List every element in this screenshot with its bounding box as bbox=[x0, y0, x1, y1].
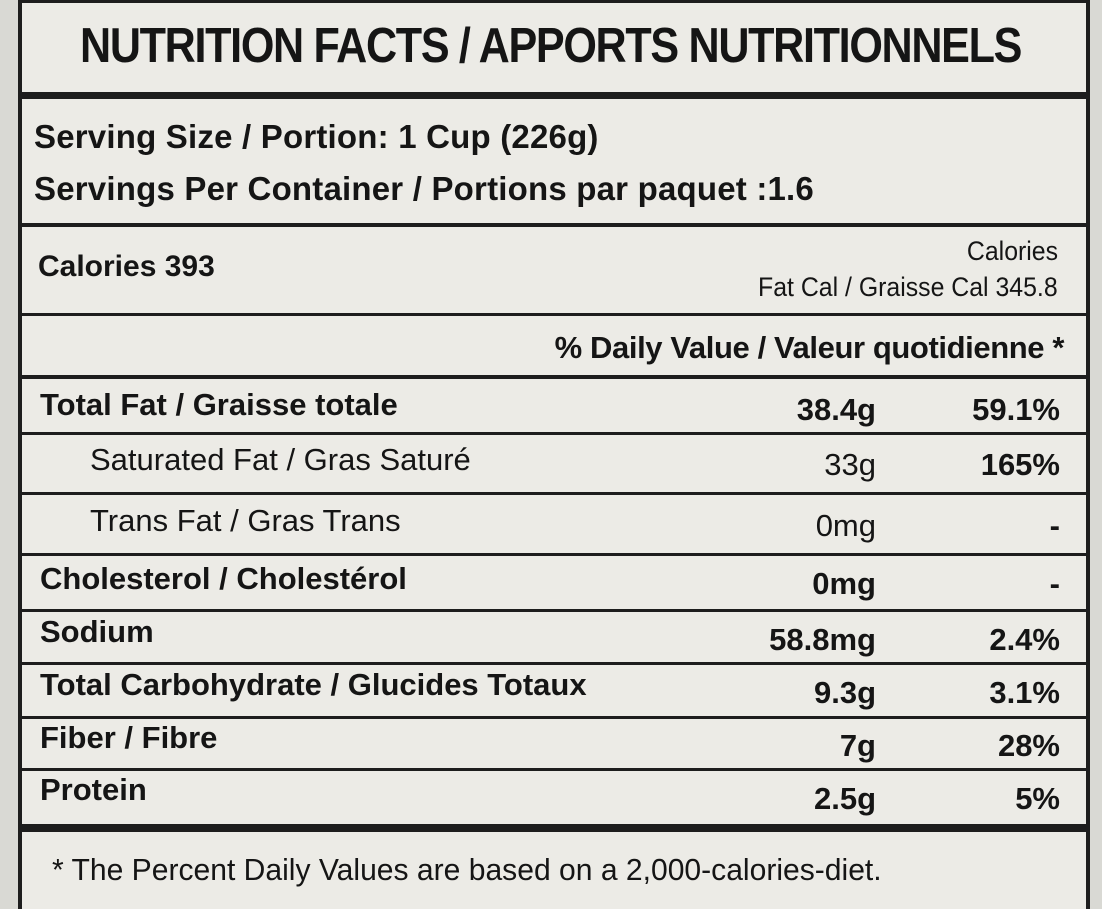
row-divider bbox=[22, 492, 1086, 495]
row-divider bbox=[22, 662, 1086, 665]
calories-right-label: Calories bbox=[966, 236, 1058, 266]
nutrient-name-protein: Protein bbox=[40, 772, 147, 807]
nutrient-amount-trans-fat: 0mg bbox=[815, 508, 876, 543]
nutrient-name-sodium: Sodium bbox=[40, 614, 154, 649]
title-divider bbox=[22, 92, 1086, 99]
nutrient-name-trans-fat: Trans Fat / Gras Trans bbox=[90, 503, 401, 538]
row-divider bbox=[22, 432, 1086, 435]
top-border bbox=[22, 0, 1086, 3]
nutrient-percent-saturated-fat: 165% bbox=[980, 447, 1060, 482]
nutrient-percent-protein: 5% bbox=[1015, 781, 1060, 816]
row-divider bbox=[22, 768, 1086, 771]
nutrient-name-cholesterol: Cholesterol / Cholestérol bbox=[40, 561, 407, 596]
nutrient-amount-fiber: 7g bbox=[839, 728, 876, 763]
nutrient-percent-total-fat: 59.1% bbox=[972, 392, 1060, 427]
nutrient-percent-total-carbohydrate: 3.1% bbox=[989, 675, 1060, 710]
nutrient-amount-total-carbohydrate: 9.3g bbox=[813, 675, 876, 710]
nutrition-label: NUTRITION FACTS / APPORTS NUTRITIONNELS … bbox=[18, 0, 1090, 909]
nutrient-name-saturated-fat: Saturated Fat / Gras Saturé bbox=[90, 442, 471, 477]
nutrient-amount-cholesterol: 0mg bbox=[812, 566, 876, 601]
row-divider bbox=[22, 716, 1086, 719]
nutrient-amount-sodium: 58.8mg bbox=[769, 622, 876, 657]
servings-per-container: Servings Per Container / Portions par pa… bbox=[34, 170, 814, 207]
nutrient-percent-cholesterol: - bbox=[1049, 566, 1060, 601]
calories-total: Calories 393 bbox=[38, 250, 215, 283]
serving-size: Serving Size / Portion: 1 Cup (226g) bbox=[34, 118, 599, 155]
nutrient-percent-sodium: 2.4% bbox=[989, 622, 1060, 657]
row-divider bbox=[22, 553, 1086, 556]
calories-divider bbox=[22, 313, 1086, 316]
nutrient-percent-fiber: 28% bbox=[997, 728, 1060, 763]
nutrient-amount-protein: 2.5g bbox=[813, 781, 876, 816]
footnote: * The Percent Daily Values are based on … bbox=[52, 852, 882, 887]
nutrient-name-total-carbohydrate: Total Carbohydrate / Glucides Totaux bbox=[40, 667, 587, 702]
nutrient-name-total-fat: Total Fat / Graisse totale bbox=[40, 387, 398, 422]
daily-value-header: % Daily Value / Valeur quotidienne * bbox=[554, 330, 1065, 365]
footnote-divider bbox=[22, 824, 1086, 832]
nutrient-amount-saturated-fat: 33g bbox=[824, 447, 876, 482]
dv-divider bbox=[22, 375, 1086, 379]
label-title: NUTRITION FACTS / APPORTS NUTRITIONNELS bbox=[80, 19, 1022, 73]
nutrient-name-fiber: Fiber / Fibre bbox=[40, 720, 218, 755]
row-divider bbox=[22, 609, 1086, 612]
nutrient-percent-trans-fat: - bbox=[1049, 508, 1060, 543]
fat-calories: Fat Cal / Graisse Cal 345.8 bbox=[758, 272, 1058, 302]
nutrient-amount-total-fat: 38.4g bbox=[796, 392, 876, 427]
serving-divider bbox=[22, 223, 1086, 227]
